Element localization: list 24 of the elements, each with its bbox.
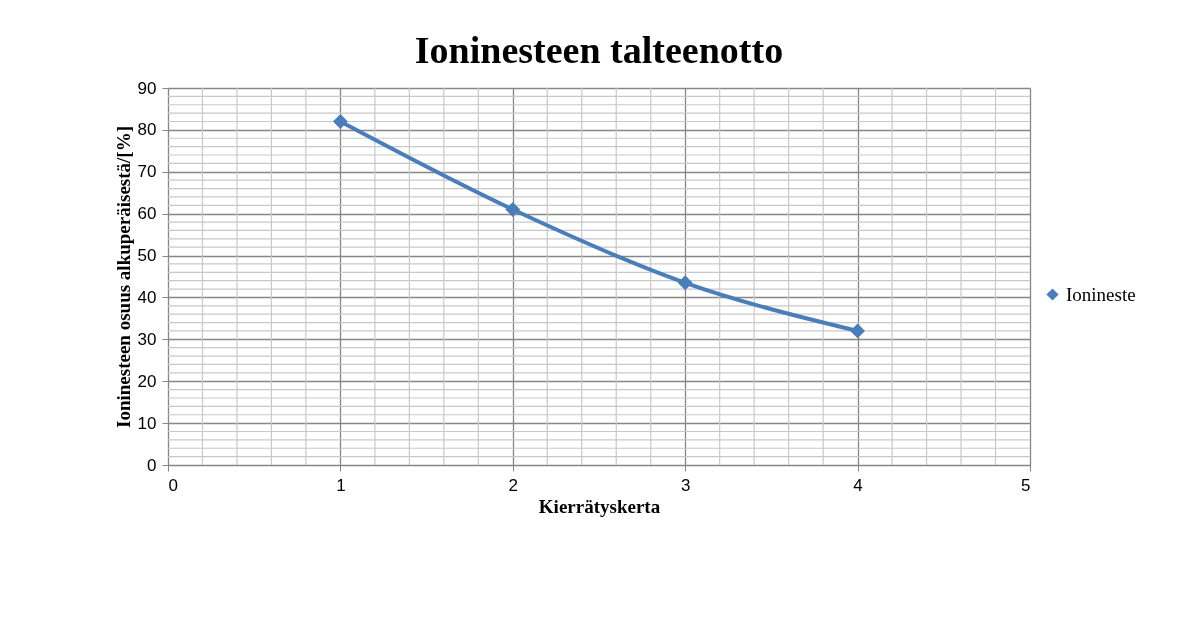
x-tick-label: 0 [168,475,178,495]
y-tick-label: 10 [137,413,157,433]
y-tick-label: 30 [137,329,157,349]
y-axis-title: Ioninesteen osuus alkuperäisestä/[%] [112,126,134,428]
point [677,275,693,291]
y-tick-label: 70 [137,162,157,182]
x-tick-label: 1 [336,475,346,495]
point [505,202,521,217]
x-tick-label: 3 [680,475,691,495]
point [332,114,348,129]
x-tick-label: 4 [853,475,863,495]
x-axis-title: Kierrätyskerta [538,495,661,517]
y-tick-label: 50 [137,246,157,266]
y-tick-label: 80 [137,120,157,140]
chart-title: Ioninesteen talteenotto [414,29,784,71]
y-tick-label: 20 [137,371,157,391]
x-tick-label: 2 [508,475,519,495]
y-tick-label: 0 [147,455,157,475]
legend-label: Ionineste [1066,283,1136,305]
x-tick-label: 5 [1021,475,1031,495]
y-tick-label: 40 [137,287,157,307]
point [850,323,866,339]
y-tick-label: 60 [137,204,157,224]
y-tick-label: 90 [137,78,157,98]
